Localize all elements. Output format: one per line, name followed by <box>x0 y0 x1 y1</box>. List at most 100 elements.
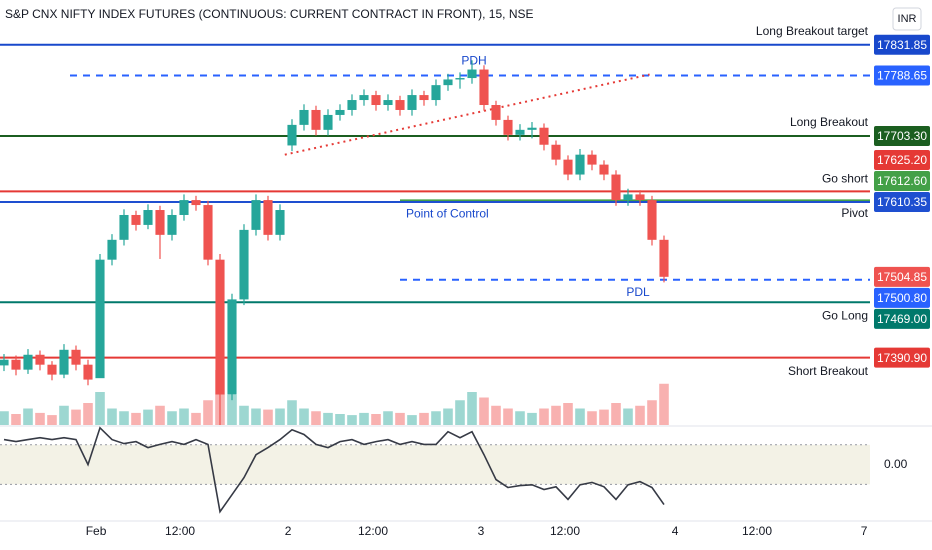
price-label: 17625.20 <box>877 153 927 167</box>
price-label: 17610.35 <box>877 195 927 209</box>
volume-bar <box>539 408 549 425</box>
volume-bar <box>647 400 657 425</box>
volume-bar <box>47 415 57 425</box>
candle-body <box>443 79 453 86</box>
candle-body <box>635 194 645 201</box>
volume-bar <box>587 411 597 425</box>
candle-body <box>71 349 81 365</box>
candle-body <box>467 69 477 79</box>
x-tick-label: 12:00 <box>165 524 195 538</box>
candle-body <box>611 174 621 201</box>
level-label: PDH <box>461 54 486 68</box>
volume-bar <box>371 414 381 425</box>
volume-bar <box>635 405 645 425</box>
volume-bar <box>503 408 513 425</box>
price-label: 17504.85 <box>877 270 927 284</box>
candle-body <box>35 354 45 365</box>
price-label-box <box>874 126 930 147</box>
candle-body <box>371 95 381 106</box>
x-tick-label: 12:00 <box>358 524 388 538</box>
volume-bar <box>479 397 489 425</box>
volume-bar <box>359 412 369 425</box>
volume-bar <box>203 400 213 425</box>
price-label: 17612.60 <box>877 174 927 188</box>
candle-body <box>0 359 9 366</box>
volume-bar <box>467 392 477 425</box>
candle-body <box>251 200 261 230</box>
volume-bar <box>287 400 297 425</box>
volume-bar <box>263 409 273 425</box>
candle-body <box>179 200 189 215</box>
level-label: Short Breakout <box>788 364 869 378</box>
candle-body <box>11 359 21 370</box>
price-label-box <box>874 347 930 368</box>
candle-body <box>623 194 633 201</box>
candle-body <box>407 95 417 110</box>
candle-body <box>563 159 573 175</box>
oscillator-band <box>0 444 870 485</box>
volume-bar <box>383 411 393 425</box>
x-tick-label: 12:00 <box>742 524 772 538</box>
price-label-box <box>874 308 930 329</box>
volume-bar <box>599 409 609 425</box>
level-label: Pivot <box>841 206 868 220</box>
volume-bar <box>347 415 357 425</box>
candle-body <box>431 85 441 101</box>
volume-bar <box>0 411 9 425</box>
volume-bar <box>179 408 189 425</box>
candle-body <box>119 214 129 240</box>
candle-body <box>203 205 213 260</box>
candle-body <box>107 239 117 260</box>
candle-body <box>659 239 669 277</box>
candle-body <box>167 214 177 235</box>
candle-body <box>419 95 429 101</box>
candle-body <box>527 127 537 130</box>
price-label-box <box>874 287 930 308</box>
volume-bar <box>95 392 105 425</box>
candle-body <box>227 299 237 395</box>
level-label: Go short <box>822 172 869 186</box>
candle-body <box>263 200 273 235</box>
volume-bar <box>155 405 165 425</box>
volume-bar <box>299 408 309 425</box>
volume-bar <box>59 405 69 425</box>
candle-body <box>47 364 57 375</box>
volume-bar <box>455 400 465 425</box>
volume-bar <box>83 403 93 425</box>
candle-body <box>359 95 369 101</box>
candle-body <box>539 127 549 145</box>
x-tick-label: 4 <box>672 524 679 538</box>
volume-bar <box>419 412 429 425</box>
volume-bar <box>11 414 21 425</box>
price-label-box <box>874 34 930 55</box>
volume-bar <box>119 411 129 425</box>
volume-bar <box>143 409 153 425</box>
volume-bar <box>107 408 117 425</box>
currency-box[interactable] <box>892 7 922 31</box>
candle-body <box>383 100 393 106</box>
volume-bar <box>443 408 453 425</box>
trendline <box>284 73 650 156</box>
volume-bar <box>551 405 561 425</box>
x-tick-label: 3 <box>478 524 485 538</box>
level-label: Go Long <box>822 308 868 322</box>
volume-bar <box>35 412 45 425</box>
x-tick-label: Feb <box>86 524 107 538</box>
volume-bar <box>323 412 333 425</box>
candle-body <box>575 154 585 175</box>
volume-bar <box>23 408 33 425</box>
currency[interactable]: INR <box>898 13 917 25</box>
volume-bar <box>623 408 633 425</box>
candle-body <box>191 200 201 206</box>
candle-body <box>155 210 165 235</box>
volume-bar <box>239 405 249 425</box>
price-label: 17703.30 <box>877 129 927 143</box>
volume-bar <box>575 408 585 425</box>
volume-bar <box>191 412 201 425</box>
candle-body <box>299 109 309 125</box>
price-label-box <box>874 65 930 86</box>
candle-body <box>59 349 69 375</box>
candle-body <box>131 214 141 225</box>
candle-body <box>287 124 297 146</box>
x-tick-label: 7 <box>861 524 868 538</box>
